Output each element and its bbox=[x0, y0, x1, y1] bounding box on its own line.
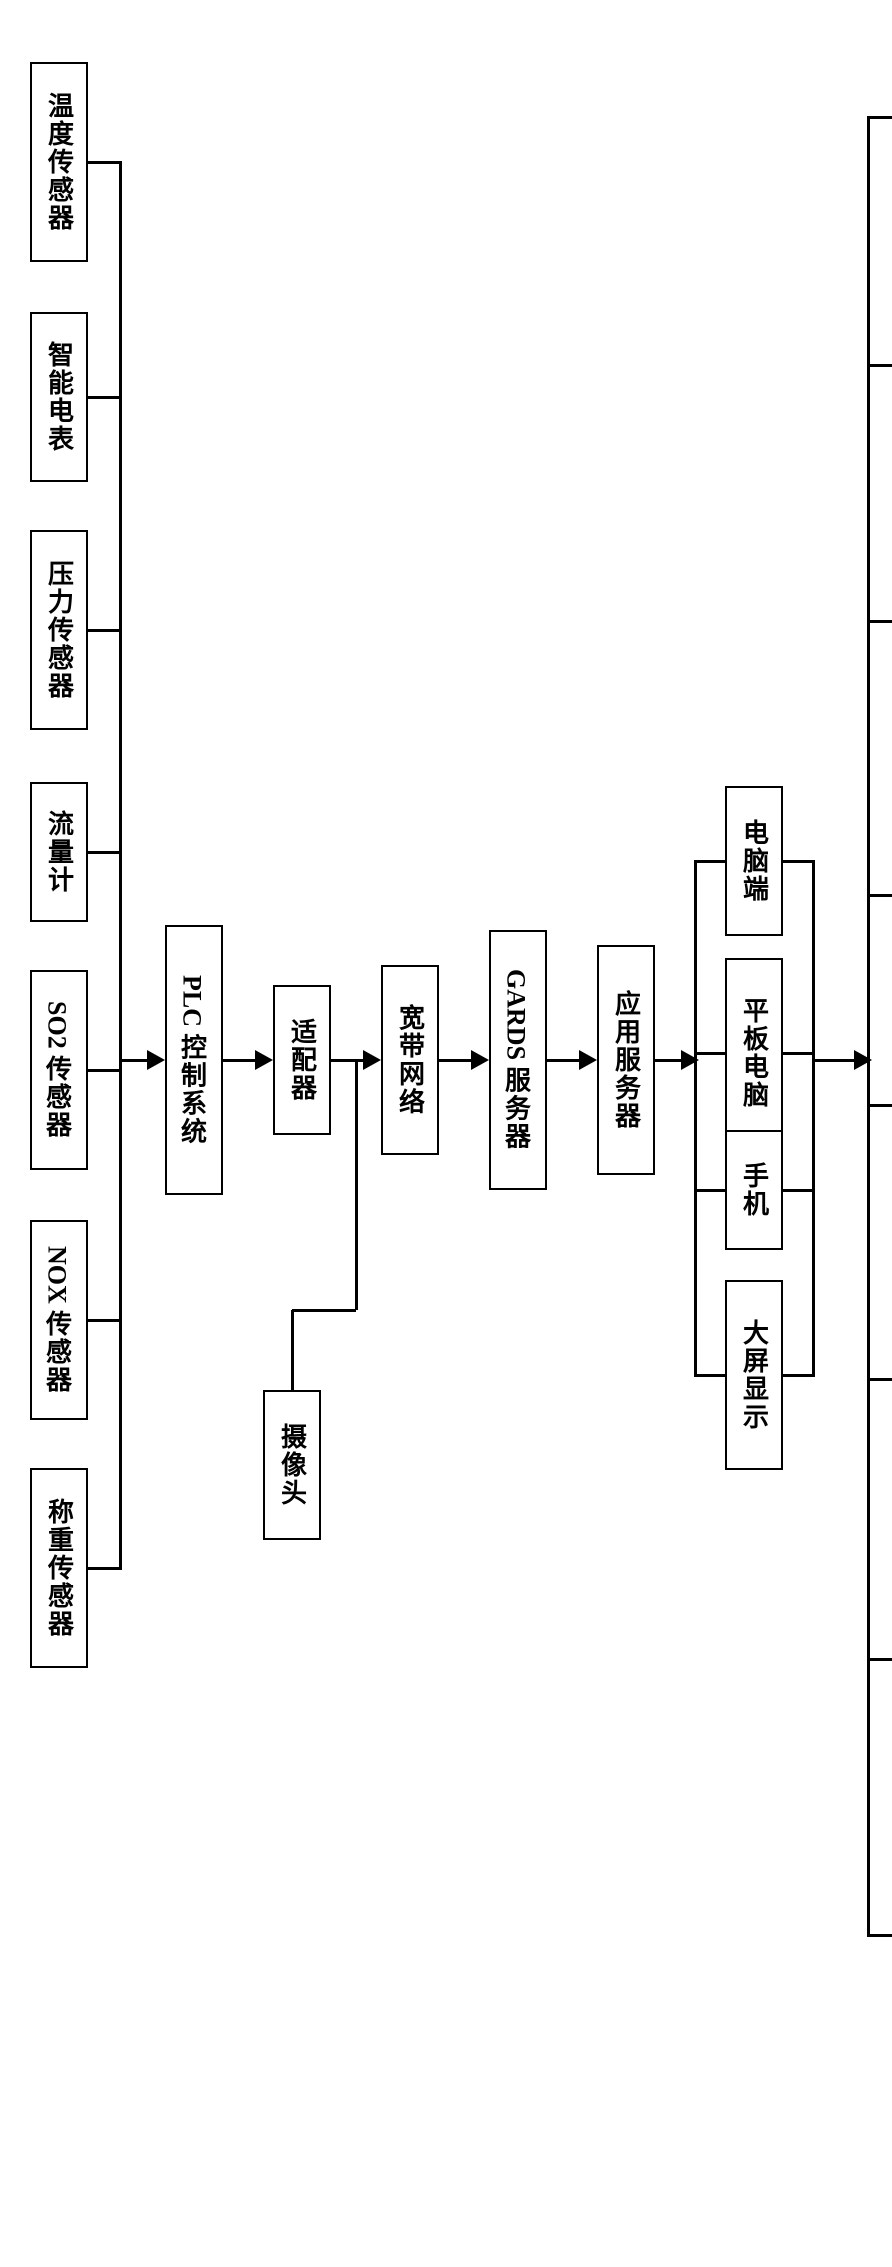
sensor-meter: 智能电表 bbox=[30, 312, 88, 482]
connector bbox=[88, 396, 122, 399]
arrow-head bbox=[363, 1050, 381, 1070]
sensor-press: 压力传感器 bbox=[30, 530, 88, 730]
client-pc: 电脑端 bbox=[725, 786, 783, 936]
connector bbox=[694, 1374, 725, 1377]
connector bbox=[694, 1189, 725, 1192]
connector bbox=[783, 1052, 815, 1055]
chain-gards: GARDS 服务器 bbox=[489, 930, 547, 1190]
client-screen: 大屏显示 bbox=[725, 1280, 783, 1470]
connector bbox=[88, 1069, 122, 1072]
camera-node: 摄像头 bbox=[263, 1390, 321, 1540]
sensor-flow: 流量计 bbox=[30, 782, 88, 922]
connector bbox=[783, 1374, 815, 1377]
connector bbox=[88, 1567, 122, 1570]
arrow-head bbox=[255, 1050, 273, 1070]
sensor-temp: 温度传感器 bbox=[30, 62, 88, 262]
connector bbox=[783, 1189, 815, 1192]
diagram-canvas: 温度传感器智能电表压力传感器流量计 SO2 传感器 NOX 传感器称重传感器 PLC … bbox=[0, 0, 892, 2267]
client-tablet: 平板电脑 bbox=[725, 958, 783, 1148]
connector bbox=[694, 1052, 725, 1055]
connector bbox=[292, 1309, 356, 1312]
chain-app: 应用服务器 bbox=[597, 945, 655, 1175]
connector bbox=[119, 162, 122, 1568]
client-phone: 手机 bbox=[725, 1130, 783, 1250]
arrow-head bbox=[471, 1050, 489, 1070]
connector bbox=[867, 116, 892, 119]
sensor-weigh: 称重传感器 bbox=[30, 1468, 88, 1668]
connector bbox=[88, 1319, 122, 1322]
connector bbox=[812, 861, 815, 1375]
sensor-so2: SO2 传感器 bbox=[30, 970, 88, 1170]
connector bbox=[867, 117, 870, 1935]
connector bbox=[867, 620, 892, 623]
chain-adapter: 适配器 bbox=[273, 985, 331, 1135]
connector bbox=[867, 364, 892, 367]
connector bbox=[867, 1934, 892, 1937]
sensor-nox: NOX 传感器 bbox=[30, 1220, 88, 1420]
connector bbox=[867, 894, 892, 897]
connector bbox=[88, 629, 122, 632]
arrow-head bbox=[579, 1050, 597, 1070]
connector bbox=[355, 1061, 358, 1310]
chain-plc: PLC 控制系统 bbox=[165, 925, 223, 1195]
connector bbox=[867, 1378, 892, 1381]
connector bbox=[783, 860, 815, 863]
connector bbox=[694, 861, 697, 1375]
connector bbox=[88, 851, 122, 854]
connector bbox=[867, 1104, 892, 1107]
connector bbox=[867, 1658, 892, 1661]
arrow-head bbox=[147, 1050, 165, 1070]
connector bbox=[88, 161, 122, 164]
connector bbox=[694, 860, 725, 863]
connector bbox=[291, 1310, 294, 1390]
chain-network: 宽带网络 bbox=[381, 965, 439, 1155]
